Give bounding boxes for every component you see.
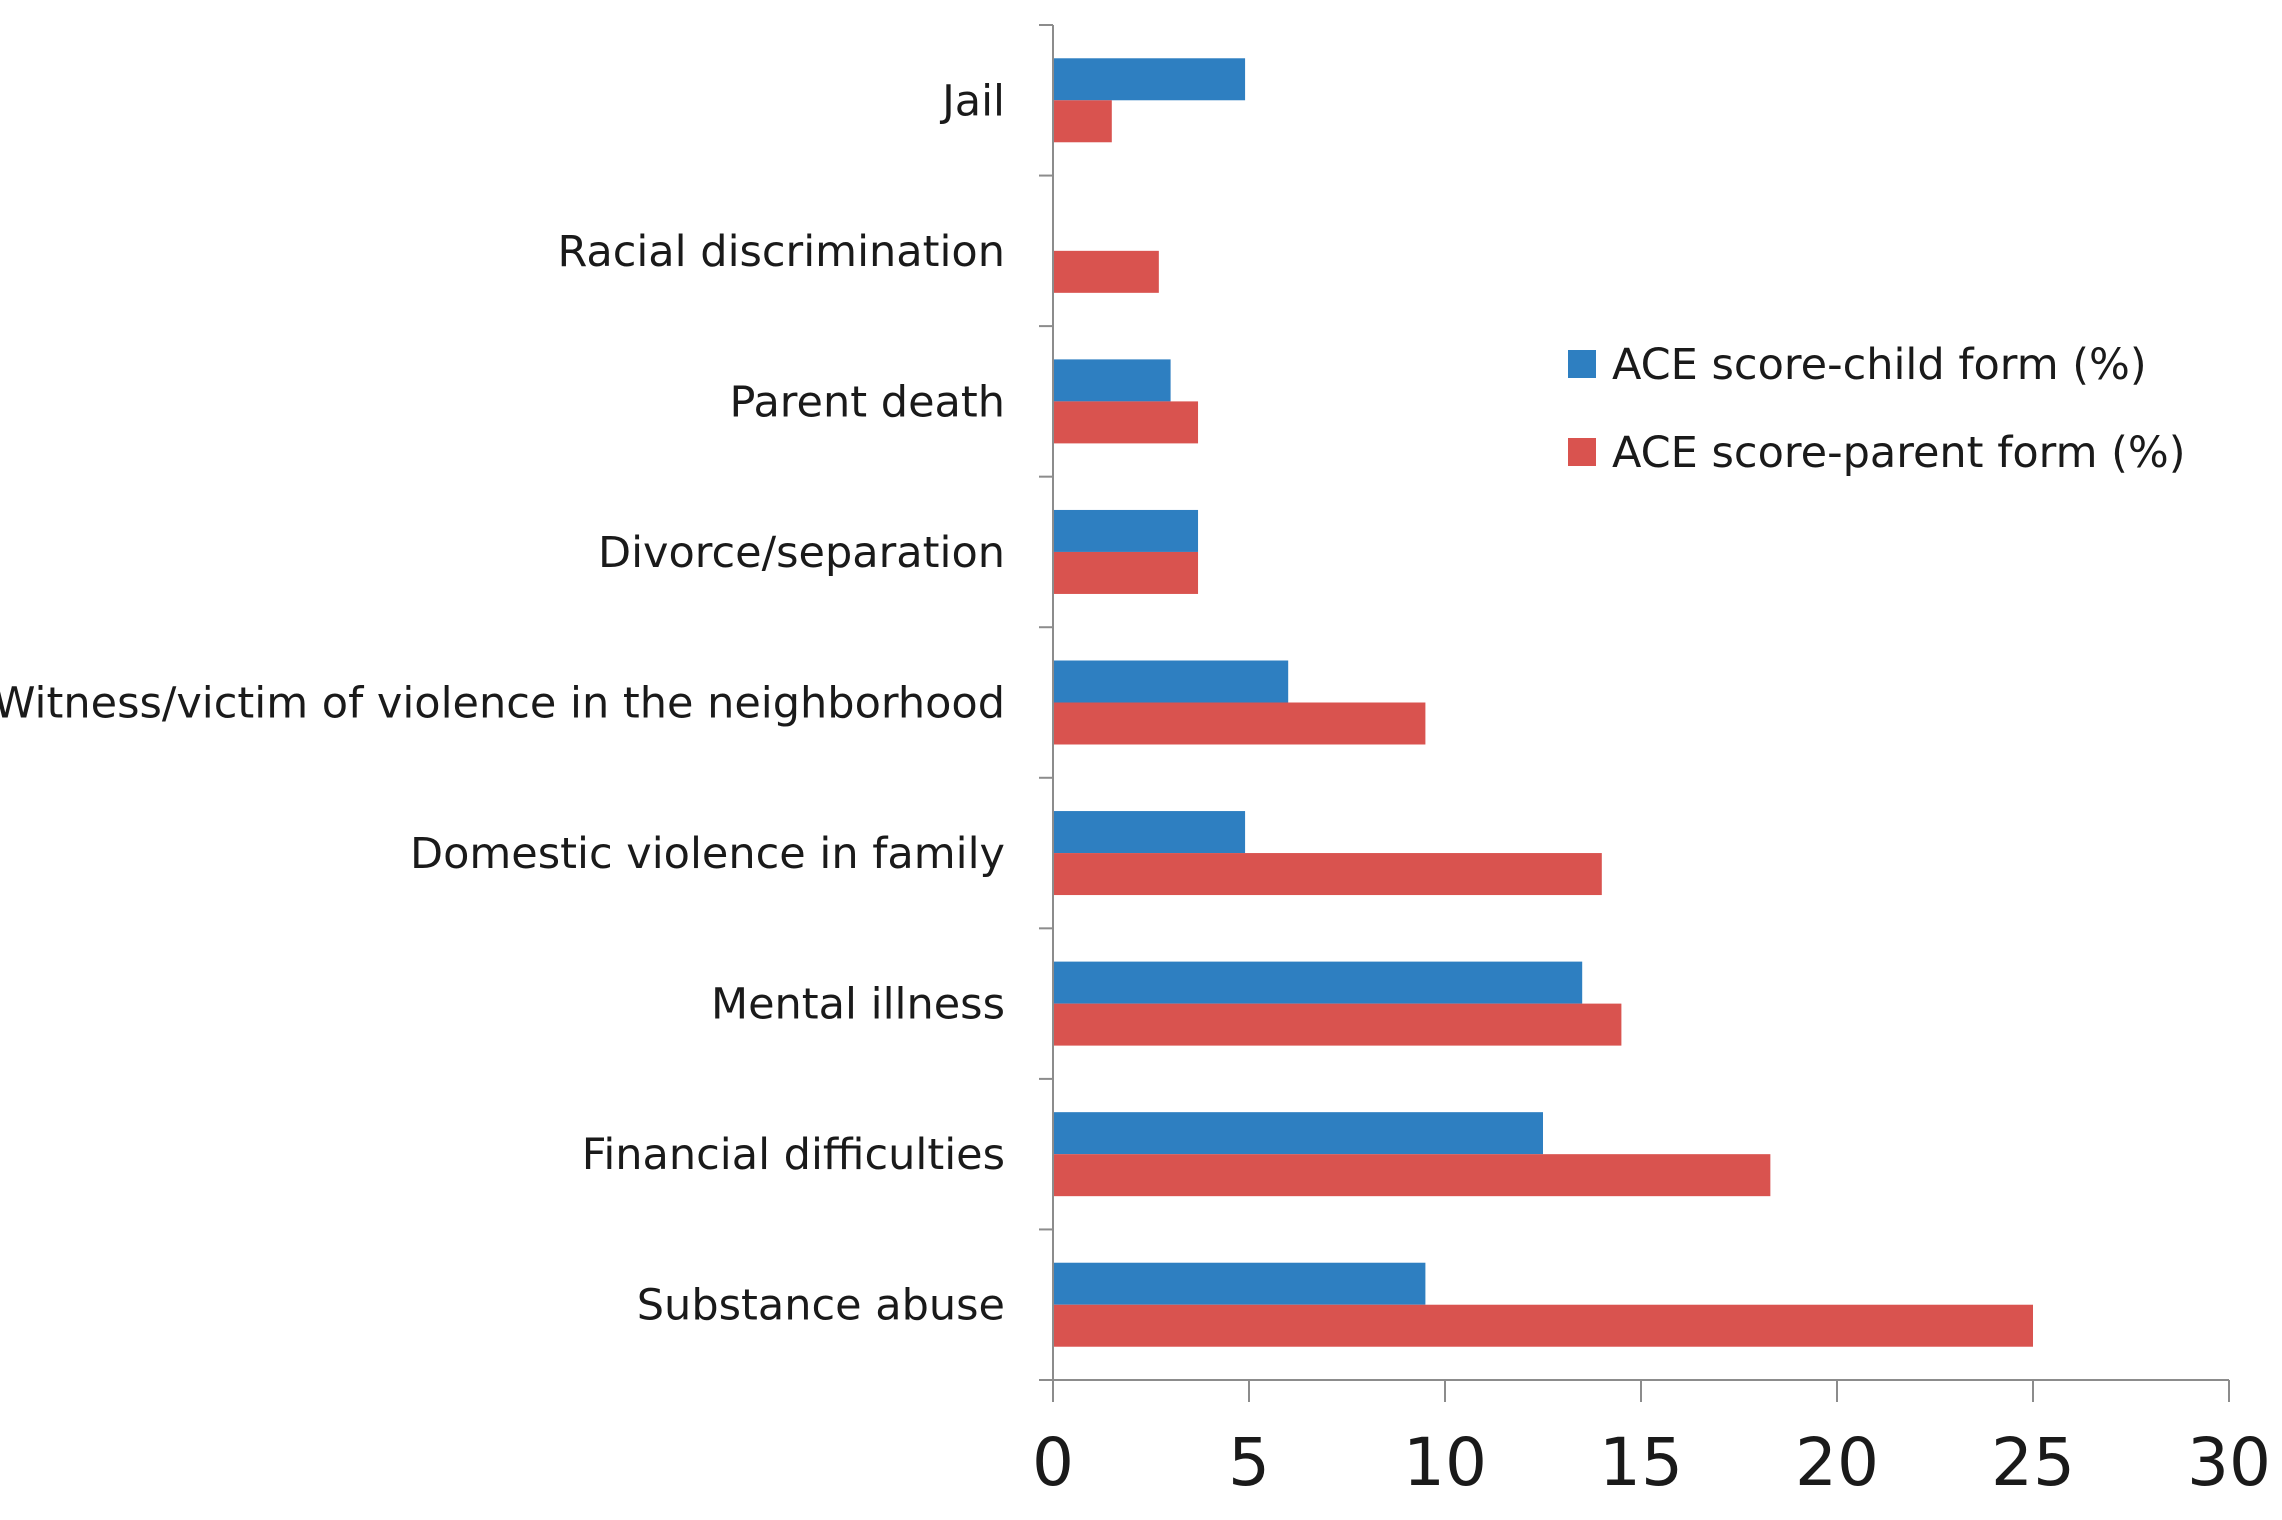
bar-child-domestic-violence-in-family: [1053, 811, 1246, 854]
bar-child-divorce-separation: [1053, 509, 1199, 552]
bar-child-jail: [1053, 58, 1246, 101]
bar-child-witness-victim-of-violence-in-the-neighborhood: [1053, 660, 1289, 703]
axes-layer: [1039, 24, 2230, 1402]
category-label-divorce-separation: Divorce/separation: [598, 528, 1005, 578]
legend-label-parent: ACE score-parent form (%): [1612, 428, 2186, 478]
bar-child-mental-illness: [1053, 961, 1583, 1004]
bar-parent-jail: [1053, 100, 1112, 143]
bar-parent-substance-abuse: [1053, 1304, 2033, 1347]
bar-parent-divorce-separation: [1053, 551, 1199, 594]
x-tick-label-0: 0: [1032, 1424, 1074, 1501]
category-label-financial-difficulties: Financial difficulties: [582, 1130, 1005, 1180]
x-tick-label-30: 30: [2187, 1424, 2271, 1501]
category-label-witness-victim-of-violence-in-the-neighborhood: Witness/victim of violence in the neighb…: [0, 679, 1005, 729]
x-tick-label-25: 25: [1991, 1424, 2075, 1501]
x-tick-label-15: 15: [1599, 1424, 1683, 1501]
category-label-substance-abuse: Substance abuse: [637, 1281, 1005, 1331]
bar-child-parent-death: [1053, 359, 1171, 402]
bar-parent-financial-difficulties: [1053, 1154, 1771, 1197]
bar-parent-mental-illness: [1053, 1003, 1622, 1046]
legend-label-child: ACE score-child form (%): [1612, 340, 2147, 390]
category-label-jail: Jail: [939, 76, 1005, 126]
labels-layer: Jail Racial discrimination Parent death Div…: [0, 76, 2271, 1501]
category-label-mental-illness: Mental illness: [711, 980, 1005, 1030]
bar-child-financial-difficulties: [1053, 1112, 1543, 1155]
bar-parent-domestic-violence-in-family: [1053, 853, 1602, 896]
legend-swatch-parent: [1568, 438, 1596, 466]
x-tick-label-5: 5: [1228, 1424, 1270, 1501]
legend: ACE score-child form (%) ACE score-parent…: [1568, 340, 2186, 478]
x-tick-label-10: 10: [1403, 1424, 1487, 1501]
bars-layer: [1053, 58, 2033, 1347]
legend-swatch-child: [1568, 350, 1596, 378]
bar-parent-racial-discrimination: [1053, 250, 1159, 293]
x-tick-label-20: 20: [1795, 1424, 1879, 1501]
category-label-domestic-violence-in-family: Domestic violence in family: [410, 829, 1005, 879]
bar-parent-witness-victim-of-violence-in-the-neighborhood: [1053, 702, 1426, 745]
category-label-parent-death: Parent death: [729, 377, 1005, 427]
bar-parent-parent-death: [1053, 401, 1199, 444]
bar-child-substance-abuse: [1053, 1262, 1426, 1305]
category-label-racial-discrimination: Racial discrimination: [557, 227, 1005, 277]
